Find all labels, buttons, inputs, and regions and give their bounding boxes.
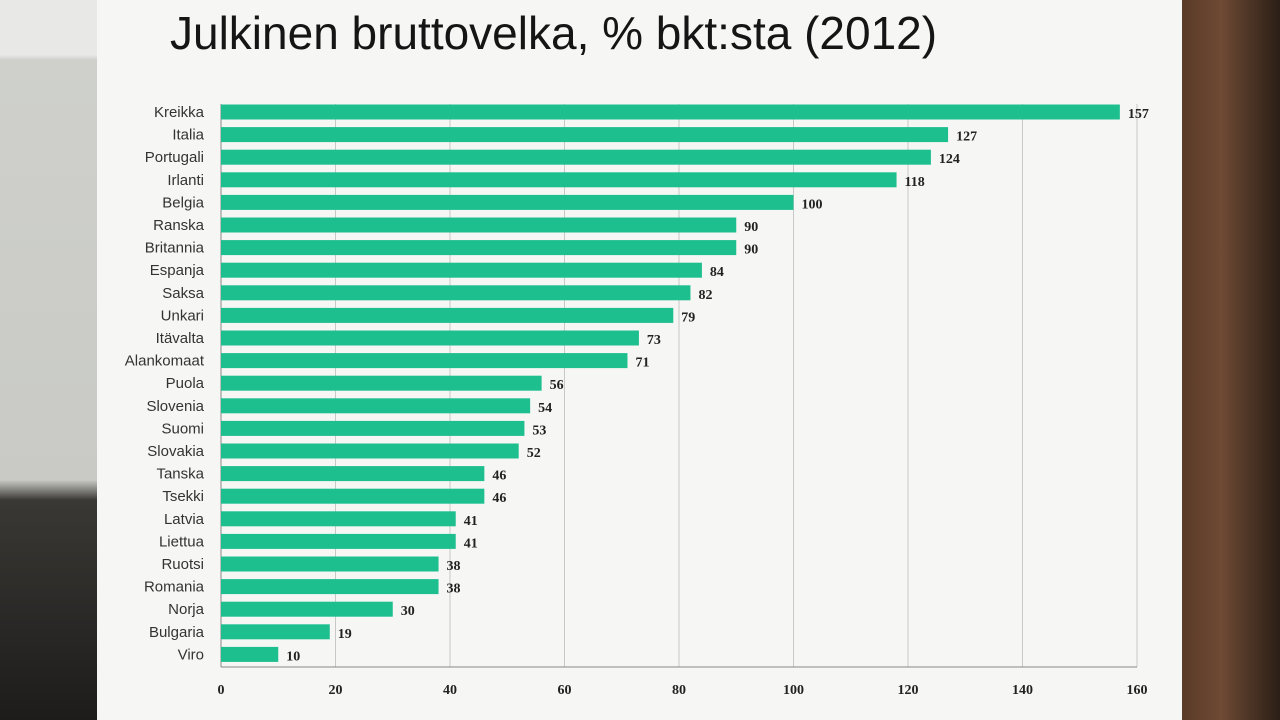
x-tick-label: 80 (672, 683, 686, 698)
category-label: Portugali (145, 149, 204, 166)
bar-liettua (221, 533, 456, 549)
data-label: 30 (401, 604, 415, 619)
x-tick-label: 160 (1127, 683, 1148, 698)
bar-tsekki (221, 488, 485, 504)
bar-norja (221, 601, 393, 617)
bar-puola (221, 375, 542, 391)
bar-italia (221, 127, 949, 143)
category-label: Kreikka (154, 104, 205, 121)
category-label: Puola (166, 375, 205, 392)
data-label: 157 (1128, 107, 1149, 122)
category-label: Ruotsi (161, 556, 204, 573)
data-label: 38 (447, 559, 461, 574)
data-label: 52 (527, 446, 541, 461)
bar-britannia (221, 240, 737, 256)
data-label: 90 (744, 220, 758, 235)
category-label: Latvia (164, 511, 205, 528)
bar-suomi (221, 420, 525, 436)
bar-ranska (221, 217, 737, 233)
data-label: 71 (635, 356, 649, 371)
bar-espanja (221, 262, 702, 278)
category-label: Unkari (161, 307, 204, 324)
bar-slovenia (221, 398, 531, 414)
chart-title: Julkinen bruttovelka, % bkt:sta (2012) (170, 7, 938, 59)
category-label: Itävalta (156, 330, 205, 347)
data-label: 82 (698, 288, 712, 303)
bar-alankomaat (221, 353, 628, 369)
data-label: 46 (492, 469, 506, 484)
data-label: 46 (492, 491, 506, 506)
category-label: Tanska (156, 466, 204, 483)
category-label: Liettua (159, 533, 205, 550)
category-label: Alankomaat (125, 353, 205, 370)
category-label: Norja (168, 601, 205, 618)
category-label: Irlanti (167, 172, 204, 189)
bar-portugali (221, 149, 931, 165)
data-label: 56 (550, 378, 564, 393)
data-label: 10 (286, 649, 300, 664)
x-tick-label: 0 (218, 683, 225, 698)
data-label: 118 (905, 175, 925, 190)
x-tick-label: 60 (558, 683, 572, 698)
x-tick-label: 40 (443, 683, 457, 698)
category-label: Viro (178, 646, 204, 663)
bar-itävalta (221, 330, 639, 346)
bar-belgia (221, 194, 794, 210)
data-label: 19 (338, 627, 352, 642)
bar-kreikka (221, 104, 1120, 120)
bar-ruotsi (221, 556, 439, 572)
category-label: Slovakia (147, 443, 204, 460)
data-label: 90 (744, 243, 758, 258)
bar-bulgaria (221, 624, 330, 640)
category-label: Saksa (162, 285, 204, 302)
category-label: Romania (144, 579, 205, 596)
background-wall (0, 0, 97, 720)
category-label: Espanja (150, 262, 205, 279)
category-label: Italia (172, 127, 204, 144)
bar-tanska (221, 466, 485, 482)
category-label: Belgia (162, 194, 204, 211)
data-label: 73 (647, 333, 661, 348)
category-label: Ranska (153, 217, 205, 234)
category-label: Slovenia (146, 398, 204, 415)
x-tick-label: 140 (1012, 683, 1033, 698)
bar-latvia (221, 511, 456, 527)
x-tick-label: 20 (329, 683, 343, 698)
x-tick-label: 100 (783, 683, 804, 698)
bar-slovakia (221, 443, 519, 459)
data-label: 79 (681, 310, 695, 325)
data-label: 53 (532, 423, 546, 438)
category-label: Bulgaria (149, 624, 205, 641)
data-label: 41 (464, 536, 478, 551)
data-label: 100 (802, 197, 823, 212)
bar-unkari (221, 307, 674, 323)
background-wall-right (1182, 0, 1280, 720)
bar-romania (221, 579, 439, 595)
data-label: 38 (447, 582, 461, 597)
bar-viro (221, 646, 279, 662)
data-label: 127 (956, 130, 977, 145)
data-label: 41 (464, 514, 478, 529)
data-label: 54 (538, 401, 552, 416)
category-label: Suomi (161, 420, 204, 437)
bar-saksa (221, 285, 691, 301)
x-tick-label: 120 (898, 683, 919, 698)
category-label: Tsekki (162, 488, 204, 505)
bar-irlanti (221, 172, 897, 188)
category-label: Britannia (145, 240, 205, 257)
data-label: 84 (710, 265, 724, 280)
data-label: 124 (939, 152, 960, 167)
